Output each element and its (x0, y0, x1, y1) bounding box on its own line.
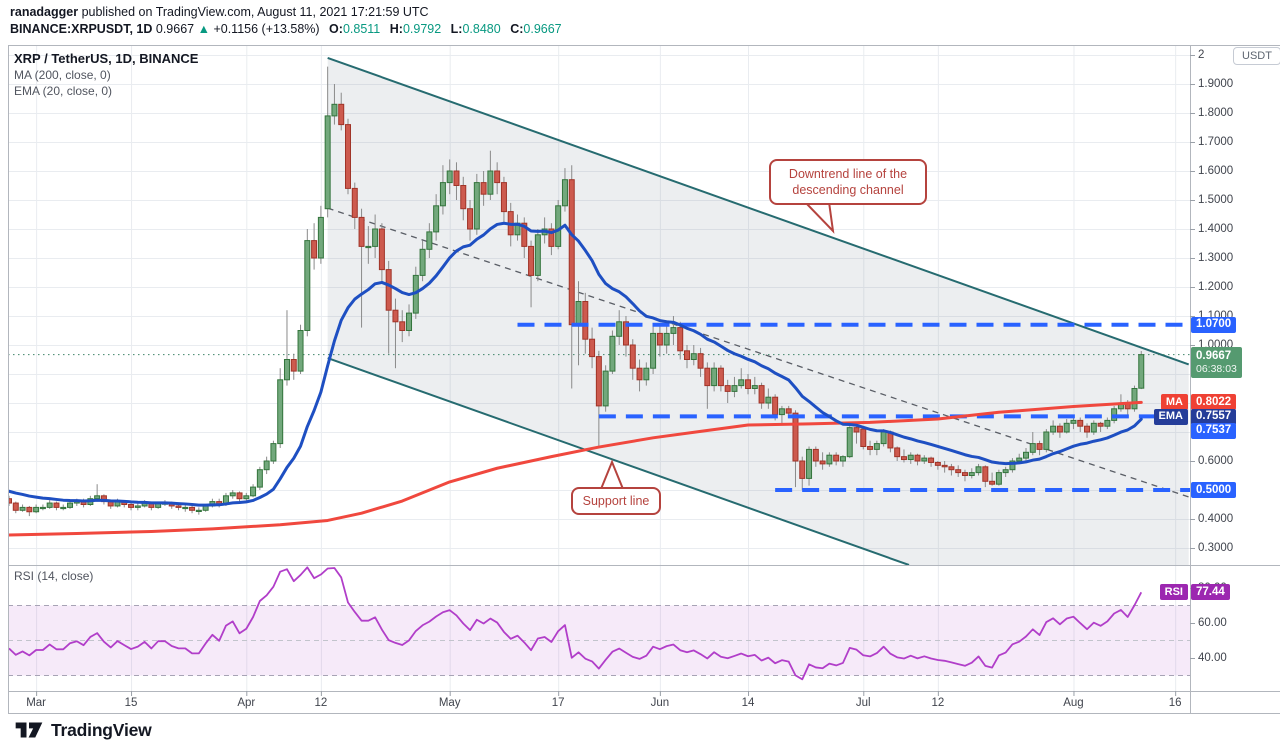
currency-unit-button[interactable]: USDT (1233, 47, 1280, 65)
